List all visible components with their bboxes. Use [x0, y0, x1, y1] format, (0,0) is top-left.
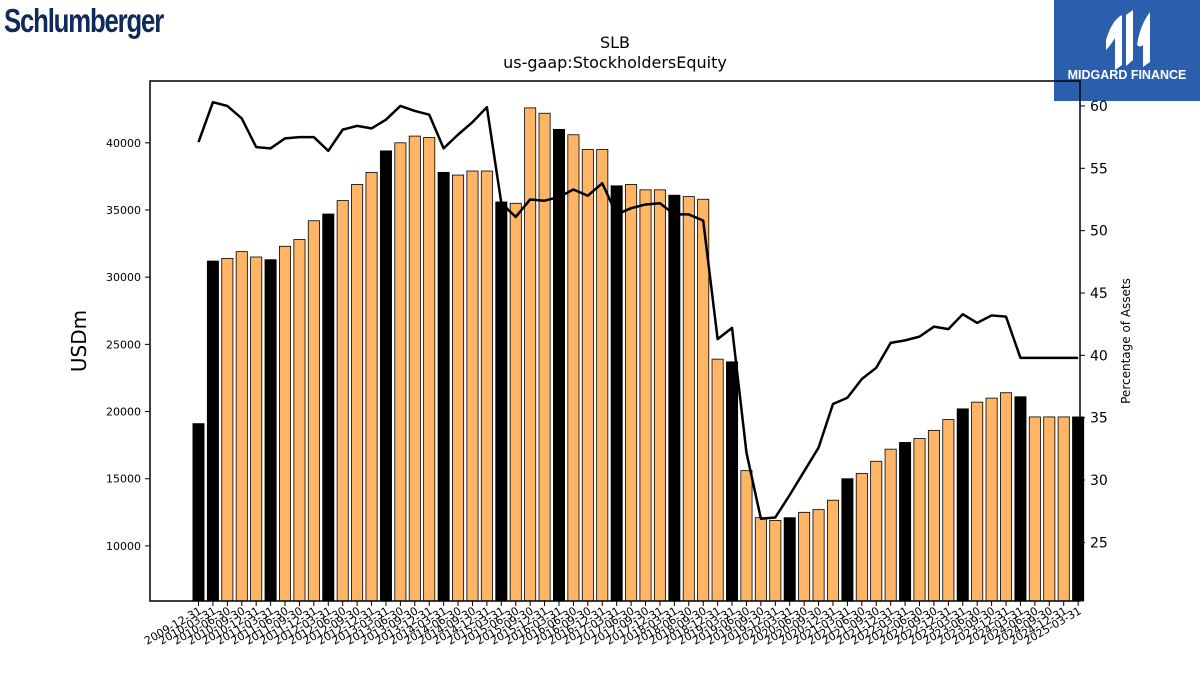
bar [927, 429, 940, 602]
bar [581, 149, 594, 602]
bar [985, 397, 998, 602]
bar [841, 478, 854, 602]
bar [855, 472, 868, 602]
bar [625, 184, 638, 602]
bar [423, 137, 436, 602]
bar [1043, 416, 1056, 602]
bar [826, 499, 839, 602]
bar [726, 361, 739, 602]
bar [884, 448, 897, 602]
bar [711, 358, 724, 602]
bar [639, 189, 652, 602]
y-tick-label: 25000 [106, 338, 141, 351]
bar [913, 438, 926, 602]
bar [509, 202, 522, 602]
y2-tick-label: 40 [1090, 348, 1108, 364]
bar [596, 149, 609, 602]
bar [379, 150, 392, 602]
plot-frame [149, 80, 1081, 602]
chart-subtitle: us-gaap:StockholdersEquity [503, 53, 727, 72]
bar [250, 256, 263, 602]
bar [351, 184, 364, 602]
bar [264, 259, 277, 602]
bar [653, 189, 666, 602]
bar [394, 142, 407, 602]
y2-tick-label: 55 [1090, 161, 1108, 177]
bar [956, 408, 969, 602]
bar [942, 419, 955, 602]
bar [1072, 416, 1085, 602]
bar [307, 220, 320, 602]
y-tick-label: 30000 [106, 271, 141, 284]
y2-tick-label: 45 [1090, 286, 1108, 302]
bar [480, 170, 493, 602]
bar [1000, 392, 1013, 602]
partner-logo-icon [1106, 10, 1150, 70]
y-tick-label: 10000 [106, 540, 141, 553]
y2-tick-label: 30 [1090, 473, 1108, 489]
bar [524, 107, 537, 602]
bar [322, 213, 335, 602]
y-tick-label: 15000 [106, 473, 141, 486]
bar [206, 260, 219, 602]
bar [235, 251, 248, 602]
bar [682, 196, 695, 602]
bar [1057, 416, 1070, 602]
bar [293, 239, 306, 602]
bar [812, 509, 825, 602]
bar [567, 134, 580, 602]
y-tick-label: 35000 [106, 204, 141, 217]
bar [437, 171, 450, 602]
bar [740, 470, 753, 602]
y2-tick-label: 50 [1090, 224, 1108, 240]
y2-tick-label: 35 [1090, 411, 1108, 427]
y2-axis-label: Percentage of Assets [1119, 278, 1133, 404]
bar [754, 517, 767, 602]
bar [336, 200, 349, 602]
line-series [197, 100, 1079, 520]
y2-tick-label: 60 [1090, 99, 1108, 115]
bar [971, 401, 984, 602]
bar [783, 517, 796, 602]
bar [610, 185, 623, 602]
chart-title: SLB [600, 33, 630, 52]
bar [495, 201, 508, 602]
partner-name: MIDGARD FINANCE [1067, 68, 1187, 82]
bar [1028, 416, 1041, 602]
bar [221, 257, 234, 602]
bar [668, 194, 681, 602]
bar [538, 112, 551, 602]
y2-tick-label: 25 [1090, 535, 1108, 551]
partner-badge: MIDGARD FINANCE [1054, 0, 1200, 101]
bar [798, 511, 811, 602]
y-axis-label: USDm [67, 310, 91, 372]
bar [899, 442, 912, 602]
bar [553, 128, 566, 602]
bar [192, 423, 205, 602]
bar [452, 174, 465, 602]
bar [870, 460, 883, 602]
bar [365, 171, 378, 602]
bar [1014, 396, 1027, 602]
brand-logo: Schlumberger [4, 2, 164, 39]
y-tick-label: 40000 [106, 137, 141, 150]
bar [769, 519, 782, 602]
bar [408, 135, 421, 602]
bar [279, 245, 292, 602]
y-tick-label: 20000 [106, 406, 141, 419]
bar [466, 170, 479, 602]
